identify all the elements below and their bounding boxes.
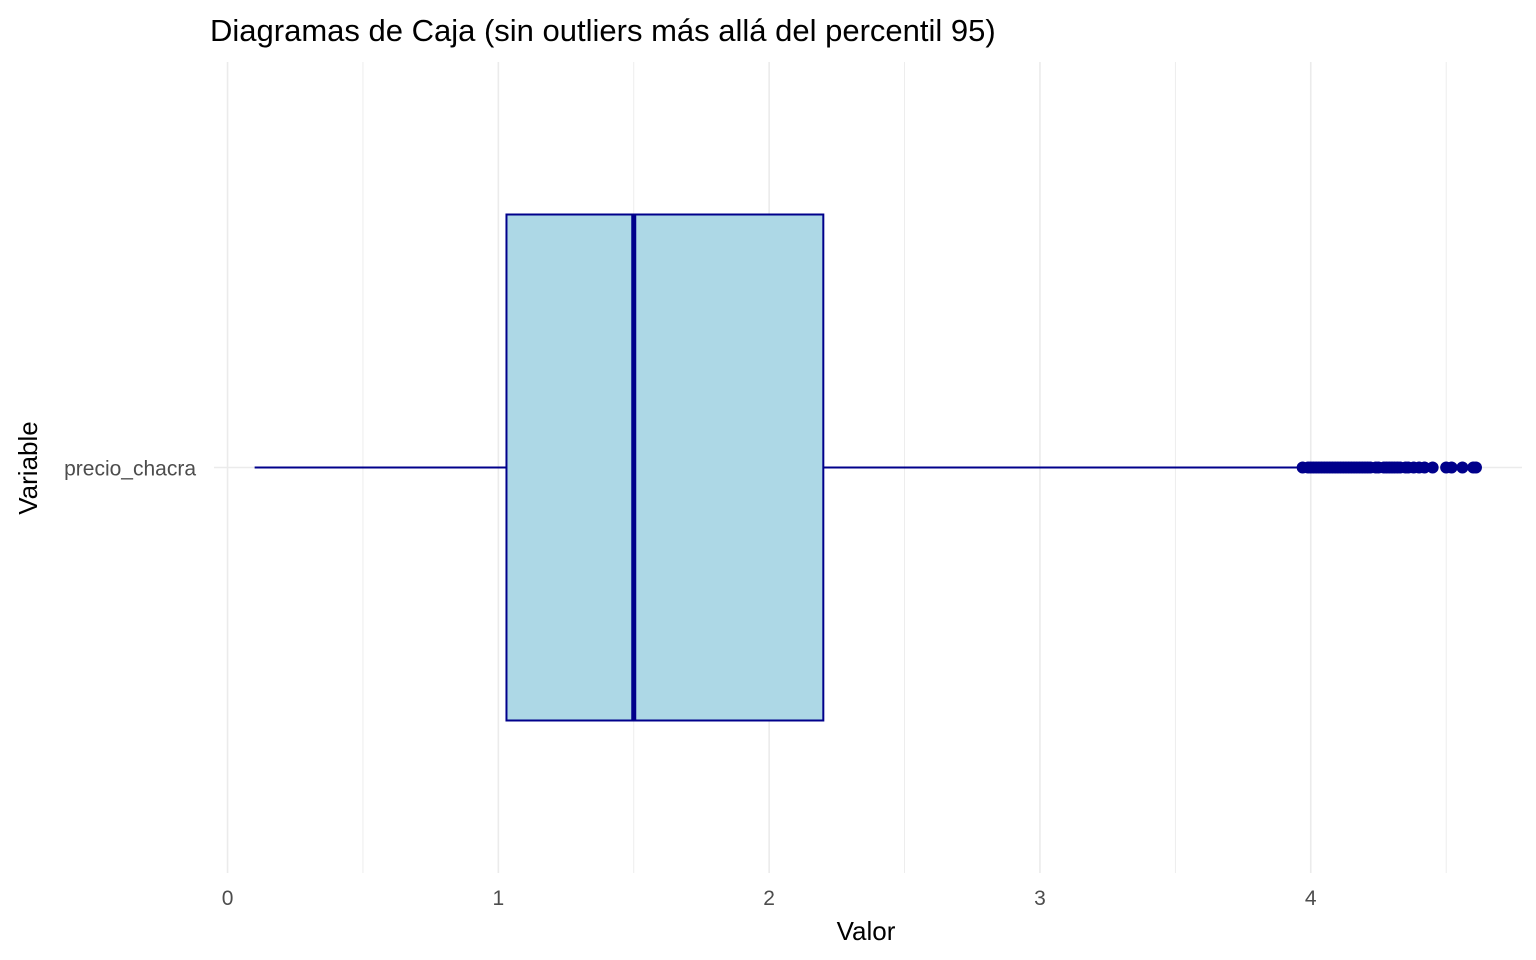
y-axis-title: Variable bbox=[13, 421, 43, 514]
box-layer bbox=[254, 213, 1482, 722]
x-tick-label: 1 bbox=[493, 887, 505, 910]
x-tick-label: 0 bbox=[222, 887, 234, 910]
outlier-point bbox=[1469, 461, 1482, 474]
x-tick-label: 3 bbox=[1034, 887, 1046, 910]
x-tick-label: 4 bbox=[1305, 887, 1317, 910]
outlier-point bbox=[1456, 461, 1469, 474]
x-tick-label: 2 bbox=[763, 887, 775, 910]
x-axis-title: Valor bbox=[837, 916, 896, 946]
y-tick-label: precio_chacra bbox=[64, 458, 196, 481]
outlier-point bbox=[1445, 461, 1458, 474]
outlier-point bbox=[1426, 461, 1439, 474]
tick-layer: precio_chacra 0 1 2 3 4 bbox=[64, 458, 1317, 911]
interquartile-box bbox=[505, 213, 825, 722]
chart-title: Diagramas de Caja (sin outliers más allá… bbox=[210, 13, 996, 48]
